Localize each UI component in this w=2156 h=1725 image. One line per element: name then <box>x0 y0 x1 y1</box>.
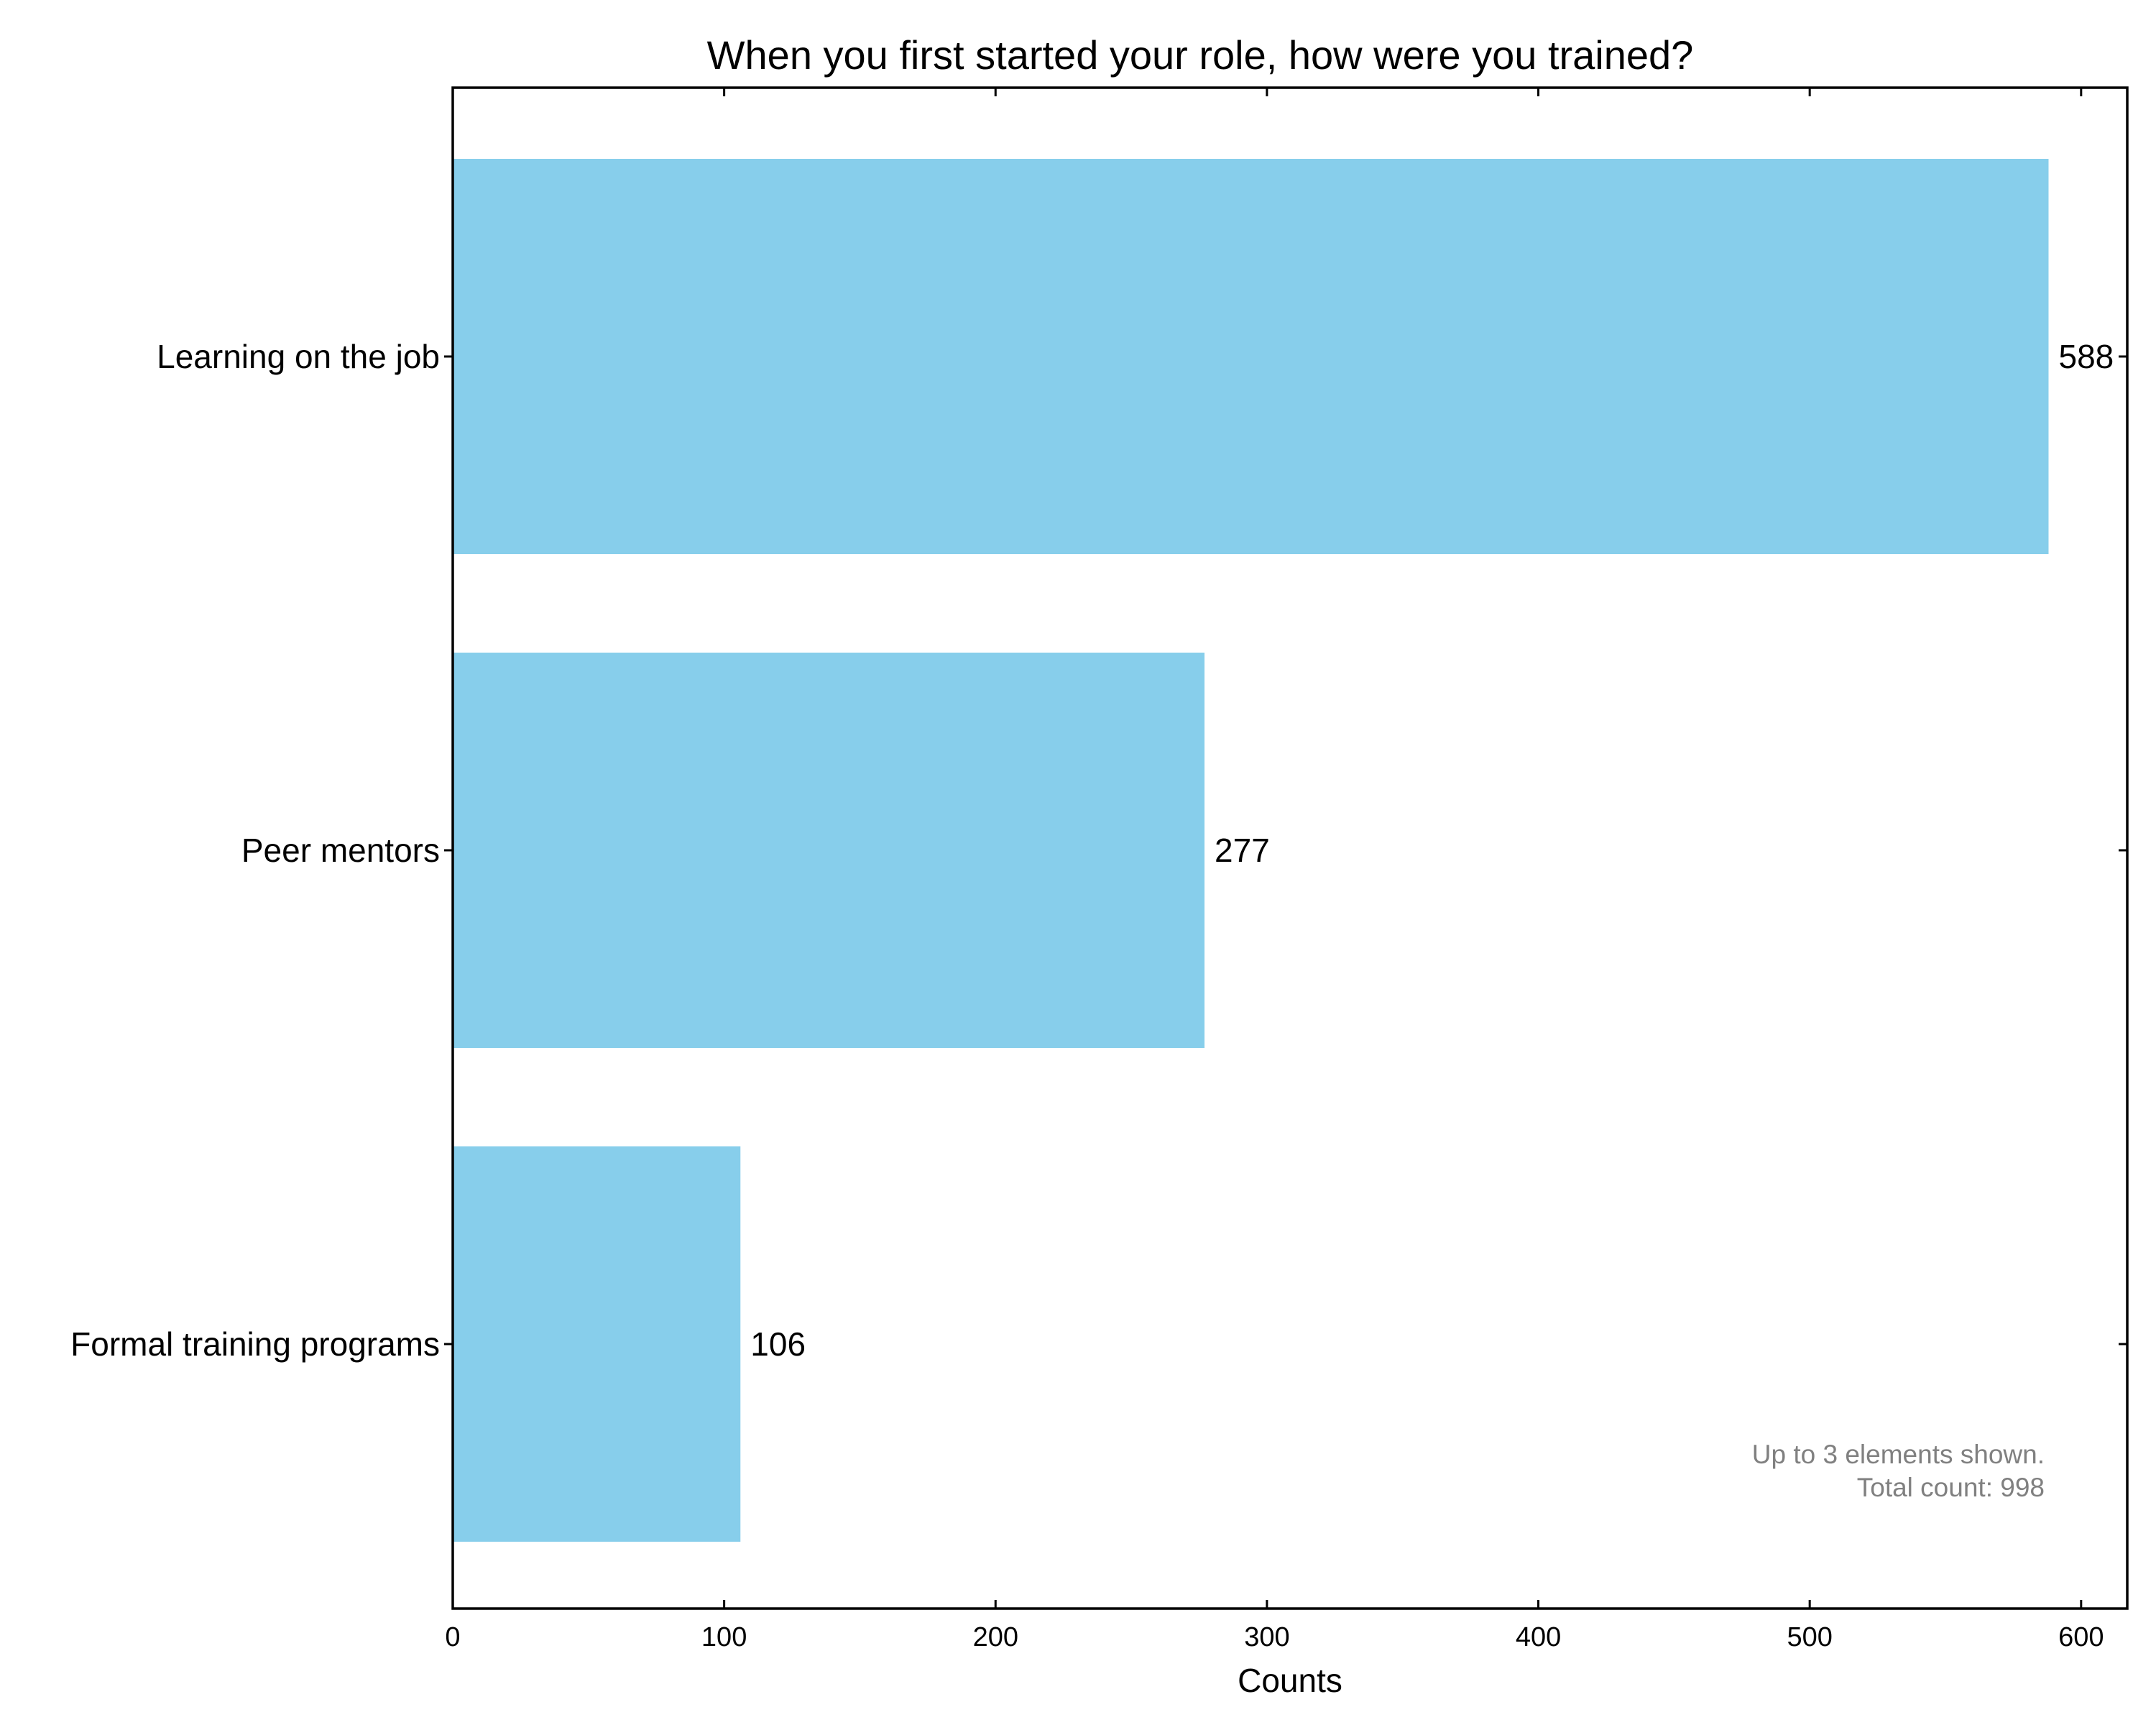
x-tick-label-0: 0 <box>445 1622 460 1652</box>
x-tick-label-300: 300 <box>1244 1622 1289 1652</box>
bars-group <box>453 159 2049 1542</box>
value-label-3: 106 <box>750 1325 806 1363</box>
value-label-1: 588 <box>2058 338 2114 375</box>
x-axis-label: Counts <box>1238 1662 1342 1699</box>
bar-2 <box>453 653 1205 1048</box>
x-tick-label-200: 200 <box>973 1622 1018 1652</box>
bar-1 <box>453 159 2049 554</box>
category-label-1: Learning on the job <box>157 338 440 375</box>
x-tick-label-400: 400 <box>1516 1622 1561 1652</box>
y-axis-category-labels: Learning on the job Peer mentors Formal tr… <box>70 338 440 1363</box>
note-line-1: Up to 3 elements shown. <box>1752 1440 2045 1469</box>
x-axis-ticks <box>451 88 2083 1609</box>
plot-frame <box>451 86 2129 1610</box>
x-tick-label-500: 500 <box>1787 1622 1832 1652</box>
category-label-2: Peer mentors <box>241 832 440 869</box>
bar-3 <box>453 1146 741 1542</box>
chart-title: When you first started your role, how we… <box>707 32 1694 78</box>
value-labels-group: 588 277 106 <box>750 338 2114 1363</box>
x-axis-tick-labels: 0 100 200 300 400 500 600 <box>445 1622 2104 1652</box>
category-label-3: Formal training programs <box>70 1325 440 1363</box>
y-axis-ticks <box>444 355 2127 1346</box>
note-line-2: Total count: 998 <box>1857 1473 2045 1502</box>
x-tick-label-100: 100 <box>701 1622 747 1652</box>
value-label-2: 277 <box>1215 832 1270 869</box>
x-tick-label-600: 600 <box>2058 1622 2104 1652</box>
